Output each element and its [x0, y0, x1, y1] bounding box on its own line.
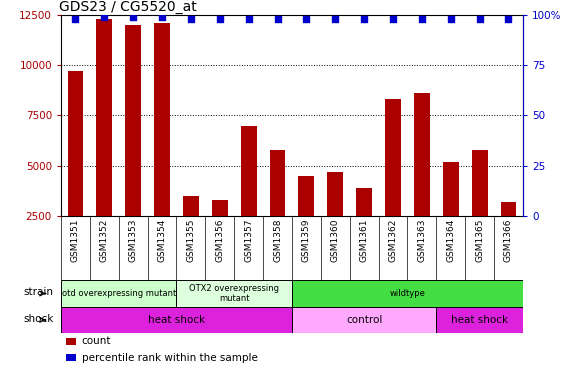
- Bar: [327, 172, 343, 216]
- Text: count: count: [82, 336, 112, 346]
- Text: GSM1365: GSM1365: [475, 218, 484, 262]
- Bar: [61, 307, 292, 333]
- Bar: [66, 338, 76, 345]
- Text: GSM1364: GSM1364: [446, 218, 456, 262]
- Point: [244, 16, 253, 22]
- Point: [273, 16, 282, 22]
- Bar: [414, 93, 430, 216]
- Text: percentile rank within the sample: percentile rank within the sample: [82, 353, 257, 363]
- Point: [504, 16, 513, 22]
- Text: GSM1355: GSM1355: [187, 218, 195, 262]
- Bar: [292, 307, 436, 333]
- Bar: [385, 99, 401, 216]
- Bar: [241, 126, 257, 216]
- Point: [360, 16, 369, 22]
- Point: [475, 16, 484, 22]
- Text: GSM1360: GSM1360: [331, 218, 340, 262]
- Bar: [472, 150, 487, 216]
- Text: strain: strain: [23, 287, 53, 297]
- Text: heat shock: heat shock: [451, 315, 508, 325]
- Bar: [436, 307, 523, 333]
- Point: [446, 16, 456, 22]
- Point: [100, 14, 109, 20]
- Bar: [61, 280, 177, 307]
- Text: GSM1352: GSM1352: [100, 218, 109, 262]
- Text: OTX2 overexpressing
mutant: OTX2 overexpressing mutant: [189, 284, 279, 303]
- Bar: [66, 354, 76, 361]
- Point: [302, 16, 311, 22]
- Bar: [443, 162, 458, 216]
- Point: [71, 16, 80, 22]
- Text: GDS23 / CG5520_at: GDS23 / CG5520_at: [59, 0, 196, 14]
- Bar: [356, 188, 372, 216]
- Text: GSM1362: GSM1362: [389, 218, 397, 262]
- Text: GSM1353: GSM1353: [128, 218, 138, 262]
- Bar: [96, 19, 112, 216]
- Point: [388, 16, 397, 22]
- Bar: [154, 23, 170, 216]
- Bar: [292, 280, 523, 307]
- Bar: [67, 71, 84, 216]
- Bar: [212, 200, 228, 216]
- Text: GSM1356: GSM1356: [216, 218, 224, 262]
- Text: GSM1359: GSM1359: [302, 218, 311, 262]
- Text: GSM1361: GSM1361: [360, 218, 368, 262]
- Text: otd overexpressing mutant: otd overexpressing mutant: [62, 289, 176, 298]
- Text: GSM1351: GSM1351: [71, 218, 80, 262]
- Bar: [183, 196, 199, 216]
- Point: [187, 16, 196, 22]
- Text: control: control: [346, 315, 382, 325]
- Point: [215, 16, 224, 22]
- Point: [331, 16, 340, 22]
- Point: [128, 14, 138, 20]
- Bar: [177, 280, 292, 307]
- Text: wildtype: wildtype: [389, 289, 425, 298]
- Text: heat shock: heat shock: [148, 315, 205, 325]
- Text: GSM1357: GSM1357: [244, 218, 253, 262]
- Text: shock: shock: [23, 314, 53, 324]
- Text: GSM1354: GSM1354: [157, 218, 167, 262]
- Bar: [500, 202, 517, 216]
- Point: [157, 14, 167, 20]
- Bar: [270, 150, 285, 216]
- Bar: [299, 176, 314, 216]
- Point: [417, 16, 426, 22]
- Text: GSM1358: GSM1358: [273, 218, 282, 262]
- Text: GSM1366: GSM1366: [504, 218, 513, 262]
- Bar: [125, 25, 141, 216]
- Text: GSM1363: GSM1363: [417, 218, 426, 262]
